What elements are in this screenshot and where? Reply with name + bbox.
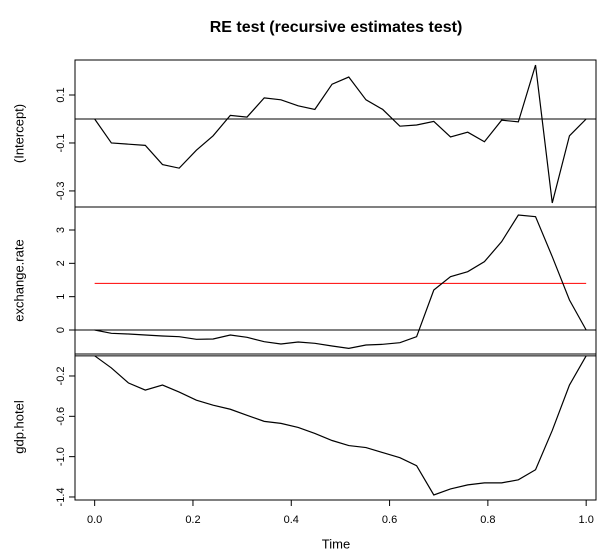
x-tick-label: 1.0 <box>579 514 594 526</box>
y-tick-label: -0.2 <box>55 366 67 385</box>
y-tick-label: 0.1 <box>55 87 67 102</box>
y-tick-label: -0.3 <box>55 181 67 200</box>
x-tick-label: 0.8 <box>480 514 495 526</box>
x-tick-label: 0.2 <box>185 514 200 526</box>
x-axis-label: Time <box>322 536 350 551</box>
y-tick-label: 1 <box>55 294 67 300</box>
y-tick-label: 0 <box>55 327 67 333</box>
x-tick-label: 0.0 <box>87 514 102 526</box>
y-axis-label: gdp.hotel <box>11 400 26 454</box>
y-tick-label: -0.1 <box>55 133 67 152</box>
series-line <box>94 355 587 496</box>
x-tick-label: 0.4 <box>284 514 299 526</box>
y-axis-label: exchange.rate <box>11 239 26 321</box>
y-tick-label: -0.6 <box>55 407 67 426</box>
y-tick-label: 2 <box>55 260 67 266</box>
y-tick-label: 3 <box>55 227 67 233</box>
y-tick-label: -1.4 <box>55 487 67 506</box>
chart-title: RE test (recursive estimates test) <box>210 19 463 36</box>
panel-frame <box>74 353 597 501</box>
y-axis-label: (Intercept) <box>11 104 26 163</box>
series-line <box>94 64 587 204</box>
y-tick-label: -1.0 <box>55 447 67 466</box>
x-tick-label: 0.6 <box>382 514 397 526</box>
series-line <box>94 214 587 349</box>
